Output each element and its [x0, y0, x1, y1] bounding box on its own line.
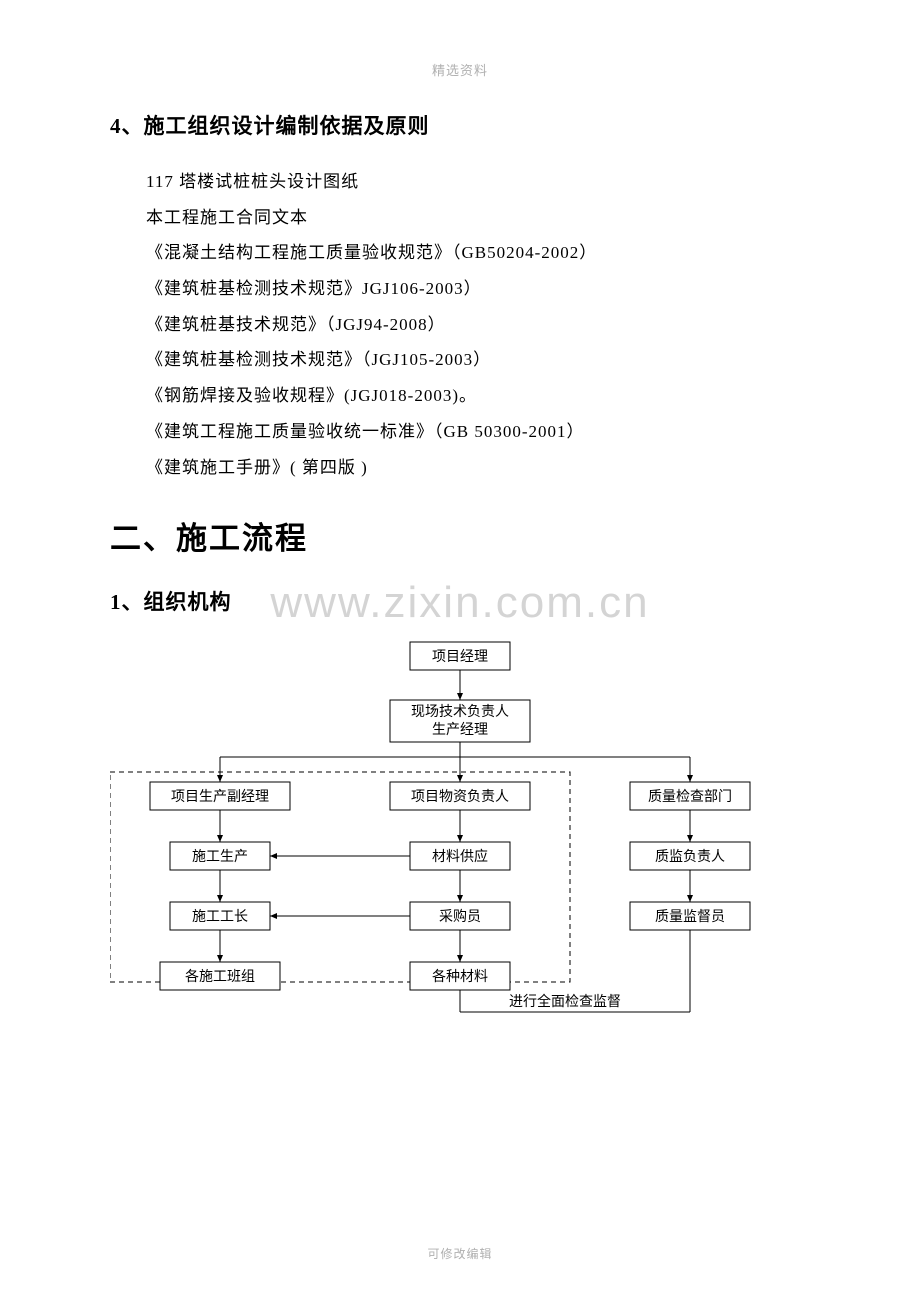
page-footer: 可修改编辑	[427, 1245, 492, 1262]
section2-heading: 二、施工流程	[110, 513, 810, 558]
svg-text:项目经理: 项目经理	[432, 649, 488, 665]
para-item-1: 本工程施工合同文本	[146, 200, 810, 236]
svg-text:质量监督员: 质量监督员	[655, 909, 725, 925]
svg-text:进行全面检查监督: 进行全面检查监督	[509, 993, 621, 1010]
content-area: 4、施工组织设计编制依据及原则 117 塔楼试桩桩头设计图纸 本工程施工合同文本…	[0, 0, 920, 1032]
svg-text:质监负责人: 质监负责人	[655, 849, 725, 865]
para-item-5: 《建筑桩基检测技术规范》（JGJ105-2003）	[146, 342, 810, 378]
org-chart: 进行全面检查监督 项目经理现场技术负责人生产经理项目生产副经理 项目物资负责人 质量检…	[110, 632, 810, 1032]
svg-text:采购员: 采购员	[439, 909, 481, 925]
svg-text:项目物资负责人: 项目物资负责人	[411, 789, 509, 805]
svg-text:各施工班组: 各施工班组	[185, 969, 255, 985]
svg-text:施工生产: 施工生产	[192, 849, 248, 865]
para-item-4: 《建筑桩基技术规范》（JGJ94-2008）	[146, 307, 810, 343]
org-chart-svg: 进行全面检查监督 项目经理现场技术负责人生产经理项目生产副经理 项目物资负责人 质量检…	[110, 632, 810, 1032]
para-item-8: 《建筑施工手册》( 第四版 )	[146, 450, 810, 486]
para-item-7: 《建筑工程施工质量验收统一标准》（GB 50300-2001）	[146, 414, 810, 450]
para-item-0: 117 塔楼试桩桩头设计图纸	[146, 164, 810, 200]
sub1-heading: 1、组织机构	[110, 586, 810, 616]
section4-heading: 4、施工组织设计编制依据及原则	[110, 110, 810, 140]
page-header: 精选资料	[432, 60, 488, 79]
para-item-6: 《钢筋焊接及验收规程》(JGJ018-2003)。	[146, 378, 810, 414]
svg-text:项目生产副经理: 项目生产副经理	[171, 789, 269, 805]
para-item-2: 《混凝土结构工程施工质量验收规范》（GB50204-2002）	[146, 235, 810, 271]
svg-text:材料供应: 材料供应	[432, 848, 488, 865]
svg-text:施工工长: 施工工长	[192, 909, 248, 925]
para-item-3: 《建筑桩基检测技术规范》JGJ106-2003）	[146, 271, 810, 307]
svg-text:质量检查部门: 质量检查部门	[648, 789, 732, 805]
svg-text:各种材料: 各种材料	[432, 969, 488, 985]
svg-text:现场技术负责人: 现场技术负责人	[411, 704, 509, 720]
svg-text:生产经理: 生产经理	[432, 722, 488, 738]
